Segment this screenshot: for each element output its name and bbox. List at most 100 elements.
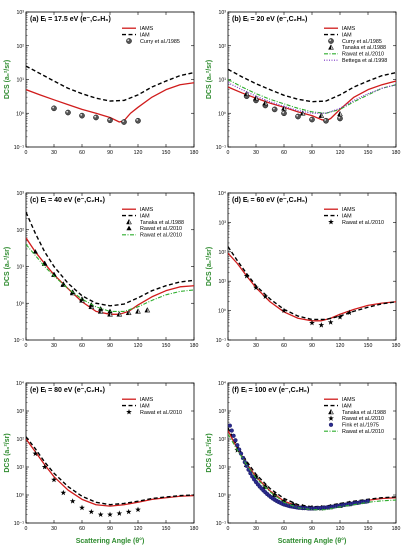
panel-title: (c) Eᵢ = 40 eV (e⁻,C₂H₆) bbox=[30, 197, 105, 204]
x-tick-label: 90 bbox=[107, 150, 113, 156]
legend-label: Rawat et al./2010 bbox=[140, 226, 182, 232]
data-point bbox=[88, 508, 95, 515]
data-point bbox=[229, 428, 234, 433]
series-line-iam bbox=[26, 211, 194, 307]
x-tick-label: 90 bbox=[309, 150, 315, 156]
x-tick-label: 120 bbox=[336, 150, 345, 156]
data-point bbox=[233, 438, 238, 443]
y-tick-label: 10² bbox=[219, 44, 227, 50]
data-point-highlight bbox=[324, 119, 327, 121]
legend-label: IAM bbox=[342, 213, 352, 219]
data-point bbox=[281, 307, 287, 314]
data-point-highlight bbox=[338, 116, 341, 119]
data-point bbox=[135, 117, 141, 124]
panel-title: (d) Eᵢ = 60 eV (e⁻,C₂H₆) bbox=[232, 197, 307, 204]
x-tick-label: 180 bbox=[190, 150, 199, 156]
series-line-rawat-et-al-2010 bbox=[26, 244, 194, 312]
data-point bbox=[235, 443, 240, 448]
series-line-iams bbox=[228, 80, 396, 122]
data-point-fill bbox=[135, 308, 138, 314]
x-tick-label: 150 bbox=[364, 343, 373, 349]
legend-entry: IAMS bbox=[122, 397, 154, 403]
legend-label: Curry et al./1985 bbox=[342, 39, 382, 45]
y-tick-label: 10¹ bbox=[219, 465, 227, 471]
x-tick-label: 30 bbox=[253, 343, 259, 349]
series-line-iams bbox=[228, 252, 396, 322]
data-point-highlight bbox=[127, 39, 130, 42]
data-point bbox=[253, 284, 259, 291]
y-tick-label: 10² bbox=[17, 228, 25, 234]
x-tick-label: 0 bbox=[25, 526, 28, 532]
x-tick-label: 0 bbox=[227, 150, 230, 156]
x-tick-label: 120 bbox=[134, 343, 143, 349]
data-point bbox=[228, 423, 232, 428]
y-tick-label: 10⁻¹ bbox=[216, 338, 227, 344]
x-tick-label: 30 bbox=[51, 526, 57, 532]
data-point-highlight bbox=[329, 39, 332, 42]
data-point bbox=[107, 117, 113, 124]
data-point-highlight bbox=[66, 110, 69, 113]
data-point bbox=[65, 109, 71, 116]
legend-label: Tanaka et al./1988 bbox=[140, 220, 184, 226]
y-tick-label: 10⁻¹ bbox=[14, 338, 25, 344]
chart-panel-3: 0 30 60 90 120 150 180 10⁻¹ 10⁰ 10¹ 10² 10³ DCS (a₀²… bbox=[4, 191, 198, 349]
x-tick-label: 120 bbox=[336, 526, 345, 532]
x-tick-label: 120 bbox=[134, 150, 143, 156]
data-point bbox=[238, 451, 244, 456]
plot-frame bbox=[25, 382, 195, 524]
data-point-fill bbox=[253, 95, 256, 101]
data-point bbox=[328, 422, 334, 427]
data-point bbox=[271, 106, 278, 113]
data-point-fill bbox=[300, 110, 303, 116]
y-tick-label: 10³ bbox=[219, 10, 227, 16]
y-axis-label: DCS (a₀²/sr) bbox=[4, 433, 11, 472]
data-point-fill bbox=[244, 91, 247, 96]
data-point bbox=[253, 473, 259, 480]
series-line-rawat-et-al-2010 bbox=[228, 79, 396, 114]
y-tick-label: 10³ bbox=[219, 220, 227, 226]
data-point bbox=[126, 225, 132, 231]
x-tick-label: 90 bbox=[107, 526, 113, 532]
data-point bbox=[107, 511, 113, 517]
legend-label: IAMS bbox=[342, 397, 356, 403]
data-point bbox=[60, 489, 67, 496]
data-point-highlight bbox=[122, 120, 125, 123]
data-point-highlight bbox=[296, 114, 299, 117]
legend-entry: Tanaka et al./1988 bbox=[328, 44, 386, 51]
series-line-iams bbox=[26, 237, 194, 315]
legend-label: Rawat et al./2010 bbox=[342, 416, 384, 422]
data-point bbox=[337, 314, 343, 320]
y-tick-label: 10⁰ bbox=[16, 111, 24, 117]
x-tick-label: 90 bbox=[309, 343, 315, 349]
data-point bbox=[231, 433, 236, 438]
legend-entry: Rawat et al./2010 bbox=[328, 219, 384, 226]
legend-entry: IAM bbox=[324, 32, 352, 38]
data-point bbox=[51, 105, 57, 112]
y-tick-label: 10² bbox=[219, 437, 227, 443]
legend-entry: Rawat et al./2010 bbox=[126, 225, 182, 232]
y-tick-label: 10⁰ bbox=[218, 309, 226, 315]
data-point-fill bbox=[126, 310, 129, 315]
legend-entry: Rawat et al./2010 bbox=[126, 409, 182, 416]
data-point bbox=[32, 249, 38, 254]
y-tick-label: 10⁴ bbox=[218, 381, 226, 387]
legend-entry: IAM bbox=[122, 32, 150, 38]
data-point bbox=[281, 498, 287, 504]
data-point-highlight bbox=[282, 111, 285, 114]
data-point bbox=[243, 273, 250, 279]
data-point-fill bbox=[328, 44, 331, 50]
x-tick-label: 0 bbox=[25, 150, 28, 156]
data-point bbox=[309, 116, 315, 123]
chart-panel-1: 0 30 60 90 120 150 180 10⁻¹ 10⁰ 10¹ 10² 10³ DCS (a₀²… bbox=[4, 10, 198, 156]
chart-panel-6: 0 30 60 90 120 150 180 10⁻¹ 10⁰ 10¹ 10² 10³ 10⁴ DCS (… bbox=[206, 381, 400, 532]
x-tick-label: 0 bbox=[25, 343, 28, 349]
panel-title: (b) Eᵢ = 20 eV (e⁻,C₂H₆) bbox=[232, 16, 307, 23]
legend-entry: IAMS bbox=[122, 207, 154, 213]
series-line-iam bbox=[26, 436, 194, 506]
y-tick-label: 10⁰ bbox=[16, 493, 24, 499]
x-tick-label: 150 bbox=[162, 526, 171, 532]
legend-label: IAM bbox=[140, 213, 150, 219]
legend-entry: Rawat et al./2010 bbox=[122, 233, 182, 239]
data-point-fill bbox=[126, 219, 129, 224]
